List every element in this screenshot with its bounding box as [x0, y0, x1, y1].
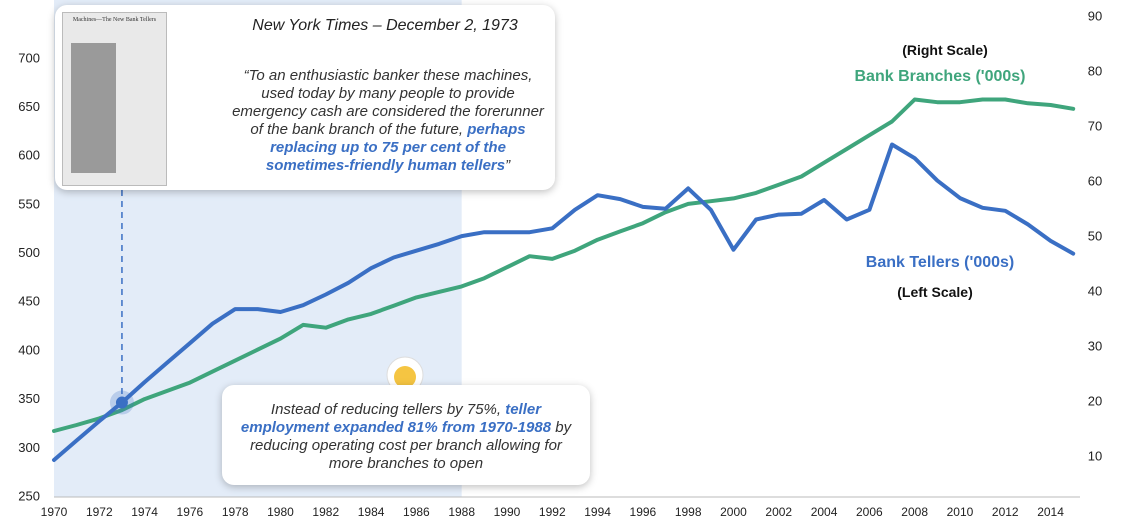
y-tick-label: 300 — [18, 440, 40, 455]
finding-text: Instead of reducing tellers by 75%, tell… — [240, 401, 572, 473]
y2-tick-label: 50 — [1088, 228, 1102, 243]
x-tick-label: 2010 — [947, 505, 974, 519]
x-tick-label: 2002 — [765, 505, 792, 519]
x-tick-label: 2006 — [856, 505, 883, 519]
x-tick-label: 1998 — [675, 505, 702, 519]
x-tick-label: 2000 — [720, 505, 747, 519]
scale-label: (Right Scale) — [860, 42, 1030, 58]
quote-text: “To an enthusiastic banker these machine… — [227, 67, 549, 175]
x-tick-label: 1994 — [584, 505, 611, 519]
legend-label: Bank Tellers ('000s) — [840, 254, 1040, 272]
finding-box: Instead of reducing tellers by 75%, tell… — [222, 385, 590, 485]
y-tick-label: 600 — [18, 148, 40, 163]
y2-tick-label: 10 — [1088, 448, 1102, 463]
newspaper-headline: Machines—The New Bank Tellers — [63, 17, 166, 23]
y-tick-label: 450 — [18, 294, 40, 309]
y-tick-label: 700 — [18, 50, 40, 65]
y2-tick-label: 90 — [1088, 8, 1102, 23]
legend-label: Bank Branches ('000s) — [830, 68, 1050, 86]
y2-tick-label: 40 — [1088, 283, 1102, 298]
x-tick-label: 1992 — [539, 505, 566, 519]
highlight-point — [116, 397, 128, 409]
y2-tick-label: 70 — [1088, 118, 1102, 133]
quote-source: New York Times – December 2, 1973 — [225, 17, 545, 35]
quote-box: Machines—The New Bank Tellers New York T… — [55, 5, 555, 190]
x-tick-label: 1984 — [358, 505, 385, 519]
x-tick-label: 1972 — [86, 505, 113, 519]
y-tick-label: 550 — [18, 196, 40, 211]
text-segment: Instead of reducing tellers by 75%, — [271, 401, 505, 418]
y-tick-label: 500 — [18, 245, 40, 260]
x-tick-label: 1982 — [312, 505, 339, 519]
x-tick-label: 2008 — [901, 505, 928, 519]
x-tick-label: 1990 — [494, 505, 521, 519]
scale-label: (Left Scale) — [850, 284, 1020, 300]
x-tick-label: 2012 — [992, 505, 1019, 519]
photo — [71, 43, 116, 173]
y2-tick-label: 30 — [1088, 338, 1102, 353]
x-tick-label: 1986 — [403, 505, 430, 519]
y-tick-label: 250 — [18, 488, 40, 503]
x-tick-label: 2004 — [811, 505, 838, 519]
y2-tick-label: 80 — [1088, 63, 1102, 78]
y2-tick-label: 20 — [1088, 393, 1102, 408]
x-tick-label: 2014 — [1037, 505, 1064, 519]
y-tick-label: 350 — [18, 391, 40, 406]
y-tick-label: 650 — [18, 99, 40, 114]
page: 250 300 350 400 450 500 550 600 650 700 10 20 30 40 50… — [0, 0, 1122, 525]
y-tick-label: 400 — [18, 342, 40, 357]
x-tick-label: 1980 — [267, 505, 294, 519]
x-tick-label: 1978 — [222, 505, 249, 519]
x-tick-label: 1970 — [41, 505, 68, 519]
x-tick-label: 1974 — [131, 505, 158, 519]
text-segment: ” — [505, 157, 510, 174]
newspaper-image: Machines—The New Bank Tellers — [62, 12, 167, 186]
x-tick-label: 1988 — [448, 505, 475, 519]
x-tick-label: 1996 — [630, 505, 657, 519]
x-tick-label: 1976 — [177, 505, 204, 519]
y2-tick-label: 60 — [1088, 173, 1102, 188]
